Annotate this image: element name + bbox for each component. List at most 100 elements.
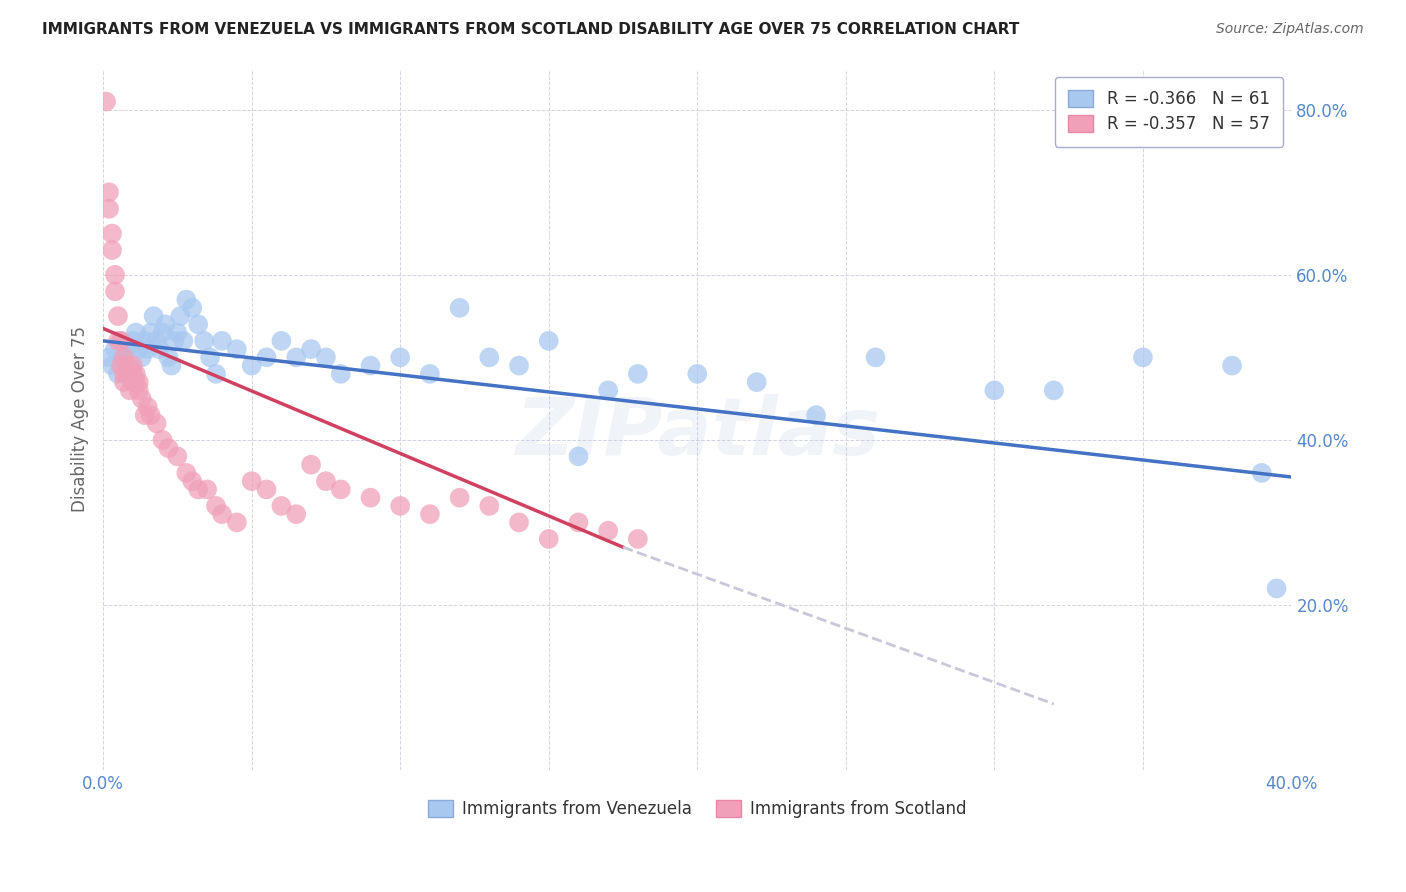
Point	[94, 95, 117, 109]
Point	[1042, 384, 1064, 398]
Point	[112, 351, 135, 365]
Point	[112, 351, 135, 365]
Point	[145, 334, 167, 348]
Point	[118, 359, 141, 373]
Point	[136, 400, 159, 414]
Point	[169, 309, 191, 323]
Point	[1132, 351, 1154, 365]
Point	[118, 367, 141, 381]
Point	[128, 342, 150, 356]
Point	[125, 375, 148, 389]
Point	[983, 384, 1005, 398]
Point	[157, 441, 180, 455]
Point	[98, 351, 121, 365]
Point	[598, 384, 620, 398]
Point	[157, 351, 180, 365]
Text: ZIPatlas: ZIPatlas	[515, 394, 880, 472]
Point	[110, 334, 132, 348]
Point	[225, 342, 247, 356]
Point	[240, 359, 263, 373]
Point	[112, 367, 135, 381]
Point	[508, 359, 530, 373]
Point	[166, 450, 188, 464]
Point	[205, 367, 228, 381]
Point	[1265, 582, 1288, 596]
Point	[134, 408, 156, 422]
Point	[537, 334, 560, 348]
Point	[449, 491, 471, 505]
Point	[804, 408, 827, 422]
Point	[240, 474, 263, 488]
Point	[121, 367, 143, 381]
Point	[139, 408, 162, 422]
Point	[537, 532, 560, 546]
Point	[152, 326, 174, 340]
Point	[104, 342, 127, 356]
Point	[134, 334, 156, 348]
Point	[285, 351, 308, 365]
Point	[128, 384, 150, 398]
Point	[131, 351, 153, 365]
Point	[152, 433, 174, 447]
Point	[145, 417, 167, 431]
Point	[125, 367, 148, 381]
Point	[107, 334, 129, 348]
Point	[478, 351, 501, 365]
Point	[118, 384, 141, 398]
Point	[419, 507, 441, 521]
Point	[181, 474, 204, 488]
Point	[187, 318, 209, 332]
Point	[567, 450, 589, 464]
Point	[745, 375, 768, 389]
Point	[166, 326, 188, 340]
Point	[136, 342, 159, 356]
Point	[193, 334, 215, 348]
Point	[329, 483, 352, 497]
Point	[598, 524, 620, 538]
Point	[225, 516, 247, 530]
Point	[110, 359, 132, 373]
Point	[360, 359, 382, 373]
Point	[195, 483, 218, 497]
Point	[329, 367, 352, 381]
Point	[360, 491, 382, 505]
Point	[198, 351, 221, 365]
Legend: Immigrants from Venezuela, Immigrants from Scotland: Immigrants from Venezuela, Immigrants fr…	[422, 793, 973, 825]
Point	[121, 359, 143, 373]
Point	[270, 499, 292, 513]
Text: IMMIGRANTS FROM VENEZUELA VS IMMIGRANTS FROM SCOTLAND DISABILITY AGE OVER 75 COR: IMMIGRANTS FROM VENEZUELA VS IMMIGRANTS …	[42, 22, 1019, 37]
Point	[299, 458, 322, 472]
Point	[107, 367, 129, 381]
Point	[101, 359, 124, 373]
Point	[478, 499, 501, 513]
Point	[172, 334, 194, 348]
Point	[131, 392, 153, 406]
Point	[142, 309, 165, 323]
Point	[121, 375, 143, 389]
Point	[315, 351, 337, 365]
Text: Source: ZipAtlas.com: Source: ZipAtlas.com	[1216, 22, 1364, 37]
Point	[110, 334, 132, 348]
Point	[115, 342, 138, 356]
Point	[389, 351, 412, 365]
Point	[160, 359, 183, 373]
Point	[389, 499, 412, 513]
Point	[205, 499, 228, 513]
Point	[256, 483, 278, 497]
Point	[101, 243, 124, 257]
Point	[104, 268, 127, 282]
Point	[865, 351, 887, 365]
Point	[187, 483, 209, 497]
Point	[270, 334, 292, 348]
Point	[627, 532, 650, 546]
Point	[449, 301, 471, 315]
Point	[155, 318, 177, 332]
Point	[107, 309, 129, 323]
Point	[98, 202, 121, 216]
Point	[211, 334, 233, 348]
Point	[285, 507, 308, 521]
Point	[148, 342, 170, 356]
Point	[176, 293, 198, 307]
Point	[627, 367, 650, 381]
Point	[686, 367, 709, 381]
